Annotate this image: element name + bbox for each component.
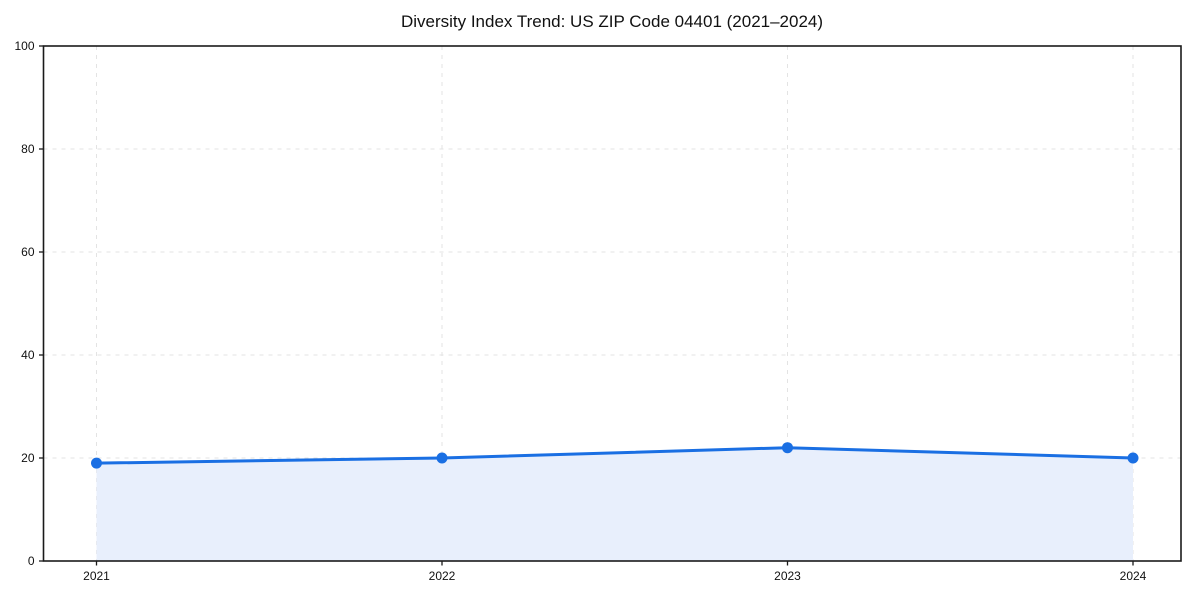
x-tick-label: 2024 <box>1120 569 1147 583</box>
y-tick-label: 20 <box>21 451 35 465</box>
y-tick-label: 60 <box>21 245 35 259</box>
chart-title: Diversity Index Trend: US ZIP Code 04401… <box>400 12 824 31</box>
y-tick-label: 0 <box>28 554 35 568</box>
y-tick-label: 40 <box>21 348 35 362</box>
data-point-2023 <box>782 442 793 454</box>
area-fill <box>96 447 1133 561</box>
data-point-2022 <box>436 452 448 464</box>
x-tick-label: 2021 <box>83 569 110 583</box>
y-tick-label: 100 <box>14 39 34 53</box>
x-tick-label: 2022 <box>429 569 456 583</box>
x-tick-label: 2023 <box>774 569 801 583</box>
data-point-2021 <box>91 457 102 469</box>
y-tick-label: 80 <box>21 142 35 156</box>
data-point-2024 <box>1127 452 1139 464</box>
axis-frame <box>42 45 1182 562</box>
trend-line <box>95 446 1135 465</box>
